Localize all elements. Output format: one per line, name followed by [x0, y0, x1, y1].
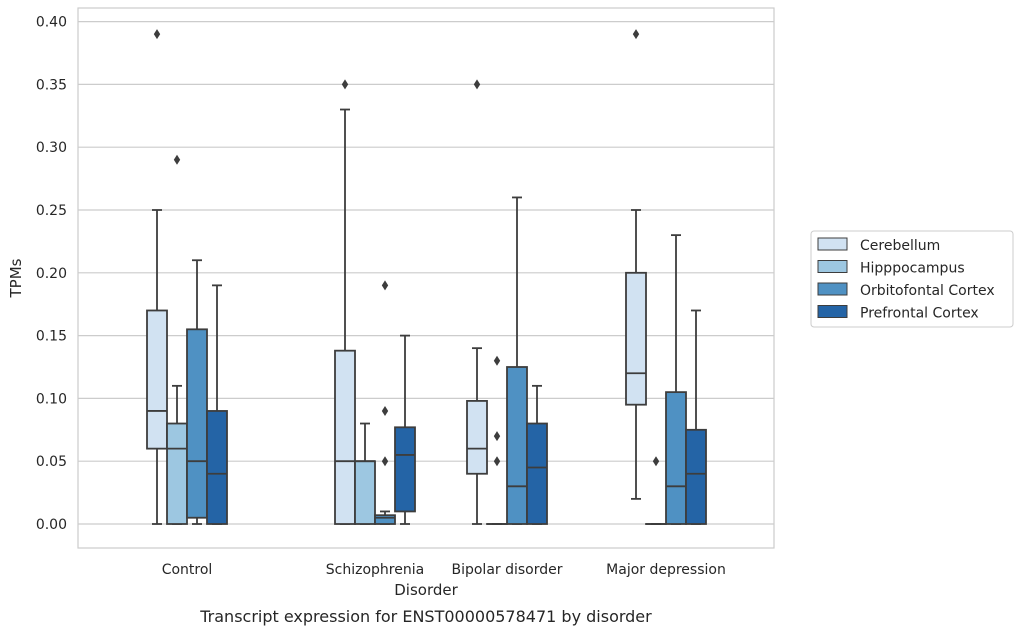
box-prefrontal-cortex — [206, 284, 228, 525]
box-body — [665, 391, 687, 525]
legend-swatch — [817, 305, 848, 318]
outlier-point — [381, 405, 389, 416]
y-tick-label: 0.00 — [36, 517, 67, 533]
box-orbitofontal-cortex — [506, 196, 528, 525]
outlier-point — [493, 431, 501, 442]
box-body — [526, 422, 548, 525]
y-tick-label: 0.15 — [36, 329, 67, 345]
y-tick-label: 0.35 — [36, 77, 67, 93]
outlier-point — [153, 29, 161, 40]
box-body — [334, 349, 356, 525]
plot-frame — [77, 7, 775, 549]
box-cerebellum — [334, 79, 356, 525]
box-body — [166, 422, 188, 525]
y-tick-label: 0.25 — [36, 203, 67, 219]
boxes-group — [146, 29, 707, 525]
y-tick-label: 0.20 — [36, 266, 67, 282]
box-prefrontal-cortex — [394, 334, 416, 525]
y-tick-label: 0.30 — [36, 140, 67, 156]
outlier-point — [173, 154, 181, 165]
box-prefrontal-cortex — [685, 309, 707, 525]
box-cerebellum — [625, 29, 647, 500]
outlier-point — [652, 456, 660, 467]
y-tick-labels: 0.00 0.05 0.10 0.15 0.20 0.25 0.30 0.35 0.40 — [36, 15, 67, 533]
box-body — [186, 328, 208, 519]
chart-caption: Transcript expression for ENST0000057847… — [199, 607, 652, 626]
legend-label: Cerebellum — [860, 238, 940, 254]
legend: Cerebellum Hipppocampus Orbitofontal Corte… — [810, 230, 1014, 328]
box-hipppocampus — [354, 422, 376, 525]
box-orbitofontal-cortex — [374, 280, 396, 525]
y-axis-label: TPMs — [7, 258, 25, 298]
box-body — [466, 400, 488, 475]
box-prefrontal-cortex — [526, 384, 548, 525]
outlier-point — [493, 355, 501, 366]
box-body — [506, 366, 528, 525]
legend-swatch — [817, 237, 848, 251]
outlier-point — [473, 79, 481, 90]
outlier-point — [381, 280, 389, 291]
legend-frame — [810, 230, 1014, 328]
outlier-point — [341, 79, 349, 90]
x-tick-labels: Control Schizophrenia Bipolar disorder Majo… — [162, 562, 726, 578]
legend-swatch — [817, 282, 848, 296]
y-tick-label: 0.10 — [36, 391, 67, 407]
box-cerebellum — [146, 29, 168, 525]
box-cerebellum — [466, 79, 488, 525]
x-tick-label: Bipolar disorder — [451, 562, 562, 578]
legend-label: Prefrontal Cortex — [860, 306, 979, 322]
box-body — [625, 271, 647, 406]
outlier-point — [493, 456, 501, 467]
y-tick-label: 0.40 — [36, 15, 67, 31]
x-tick-label: Control — [162, 562, 213, 578]
x-axis-label: Disorder — [394, 581, 458, 599]
y-tick-label: 0.05 — [36, 454, 67, 470]
box-body — [354, 460, 376, 525]
x-tick-label: Major depression — [606, 562, 726, 578]
legend-label: Hipppocampus — [860, 261, 965, 277]
outlier-point — [632, 29, 640, 40]
x-tick-label: Schizophrenia — [326, 562, 424, 578]
box-body — [206, 410, 228, 525]
outlier-point — [381, 456, 389, 467]
box-body — [374, 514, 396, 525]
box-body — [685, 428, 707, 525]
box-hipppocampus — [645, 456, 667, 525]
legend-swatch — [817, 260, 848, 273]
box-body — [394, 426, 416, 513]
legend-label: Orbitofontal Cortex — [860, 283, 995, 299]
box-body — [146, 309, 168, 450]
